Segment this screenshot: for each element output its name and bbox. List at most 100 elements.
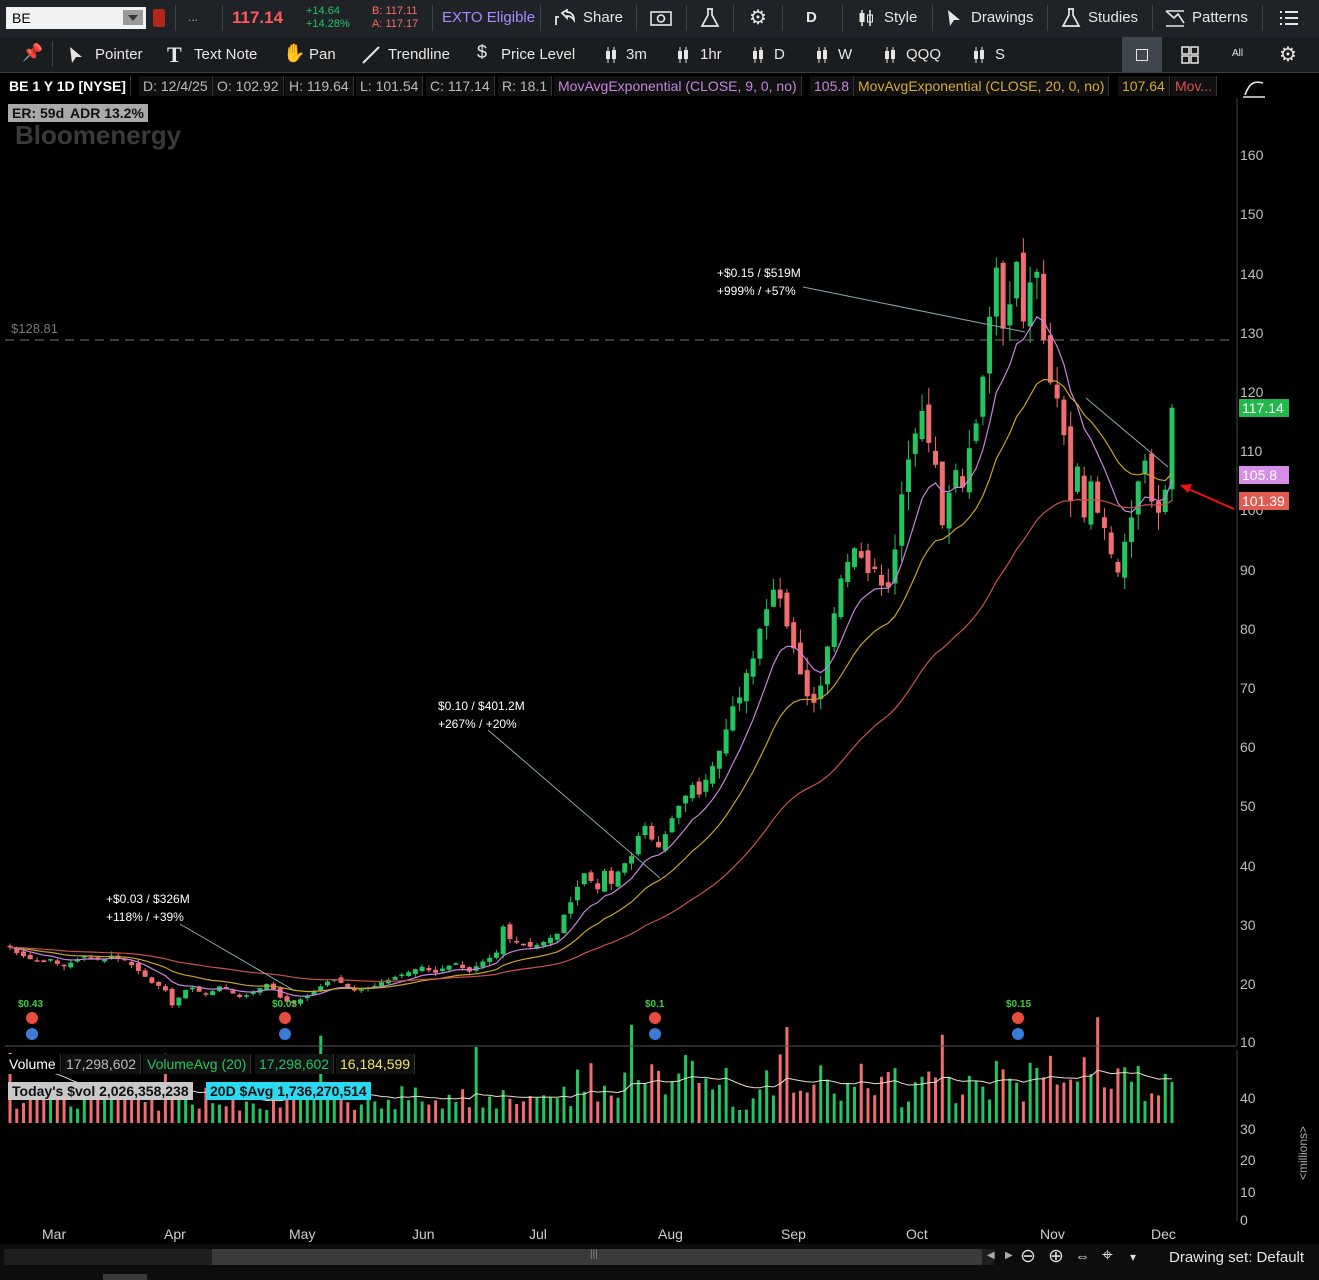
scrollbar-thumb[interactable] — [212, 1249, 982, 1265]
chart-settings-gear-icon[interactable]: ⚙ — [1279, 44, 1297, 66]
volume-bar — [103, 1092, 107, 1123]
candle-body — [953, 470, 959, 488]
text-note-tool[interactable]: Text Note — [194, 46, 258, 63]
earnings-note-3[interactable]: +$0.15 / $519M +999% / +57% — [717, 264, 801, 300]
share-icon[interactable] — [554, 9, 576, 27]
chevron-down-icon[interactable] — [123, 10, 143, 25]
candle-style-icon[interactable] — [857, 9, 875, 27]
share-button[interactable]: Share — [583, 9, 624, 26]
timeframe-d[interactable]: D — [774, 46, 785, 63]
candle-body — [156, 981, 162, 986]
drawing-set-label[interactable]: Drawing set: Default — [1169, 1249, 1305, 1266]
candle-body — [906, 459, 912, 492]
studies-menu[interactable]: Studies — [1088, 9, 1139, 26]
grid-layout-icon[interactable] — [1181, 46, 1199, 64]
candle-body — [568, 902, 574, 914]
candle-body — [1027, 282, 1033, 327]
crosshair-icon[interactable]: ⌖ — [1102, 1245, 1113, 1266]
divider — [432, 5, 433, 31]
timeframe-w[interactable]: W — [838, 46, 853, 63]
period-selector[interactable]: D — [806, 9, 817, 26]
volume-bar — [434, 1100, 438, 1123]
symbol-input[interactable]: BE — [6, 7, 146, 29]
dividend-info-icon[interactable] — [649, 1028, 661, 1040]
scroll-right-icon[interactable]: ▶ — [1005, 1250, 1013, 1261]
exto-eligible-badge[interactable]: EXTO Eligible — [442, 9, 536, 26]
earnings-call-icon[interactable] — [1012, 1012, 1024, 1024]
candle-body — [797, 642, 803, 675]
candle-body — [352, 988, 358, 991]
bottom-tab-handle[interactable] — [103, 1274, 147, 1280]
volume-bar — [393, 1109, 397, 1123]
pointer-icon[interactable] — [68, 45, 84, 65]
price-axis-scale-icon[interactable] — [1242, 79, 1266, 99]
volume-bar — [299, 1089, 302, 1123]
earnings-note-2[interactable]: $0.10 / $401.2M +267% / +20% — [438, 697, 525, 733]
timeframe-3m[interactable]: 3m — [626, 46, 647, 63]
snapshot-icon[interactable] — [650, 9, 672, 27]
drawing-toolbar: 📌 Pointer T Text Note ✋ Pan Trendline $ … — [0, 37, 1319, 73]
price-level-icon[interactable]: $ — [477, 42, 488, 62]
earnings-call-icon[interactable] — [279, 1012, 291, 1024]
pointer-tool[interactable]: Pointer — [95, 46, 143, 63]
drawing-set-dropdown-icon[interactable]: ▾ — [1130, 1250, 1137, 1264]
earnings-call-icon[interactable] — [649, 1012, 661, 1024]
candle-body — [1155, 501, 1161, 513]
candle-body — [21, 951, 27, 957]
month-label: Mar — [42, 1226, 67, 1242]
volume-bar — [265, 1110, 269, 1123]
candle-body — [34, 960, 40, 962]
studies-flask-icon[interactable] — [1061, 7, 1081, 29]
timeframe-1hr[interactable]: 1hr — [700, 46, 722, 63]
patterns-icon[interactable] — [1164, 8, 1186, 28]
volume-bar — [184, 1091, 188, 1123]
candle-body — [298, 999, 303, 1004]
ohlc-range: R: 18.1 — [498, 76, 553, 96]
text-note-icon[interactable]: T — [167, 42, 182, 67]
more-studies-label[interactable]: Mov... — [1171, 76, 1218, 96]
candle-body — [243, 995, 249, 997]
style-menu[interactable]: Style — [884, 9, 918, 26]
pan-hand-icon[interactable]: ✋ — [283, 43, 306, 63]
drawings-menu[interactable]: Drawings — [971, 9, 1034, 26]
pin-icon[interactable]: 📌 — [22, 43, 44, 62]
candle-icon-d — [753, 47, 763, 63]
zoom-in-icon[interactable]: ⊕ — [1048, 1246, 1064, 1267]
scroll-left-icon[interactable]: ◀ — [987, 1250, 995, 1261]
volume-bar — [562, 1086, 566, 1123]
price-level-tool[interactable]: Price Level — [501, 46, 576, 63]
ema9-study-label[interactable]: MovAvgExponential (CLOSE, 9, 0, no) — [554, 76, 802, 96]
list-menu-icon[interactable] — [1279, 9, 1299, 27]
candle-body — [960, 476, 966, 488]
volume-bar — [994, 1060, 998, 1123]
compare-s[interactable]: S — [995, 46, 1006, 63]
ema20-study-label[interactable]: MovAvgExponential (CLOSE, 20, 0, no) — [854, 76, 1110, 96]
patterns-menu[interactable]: Patterns — [1192, 9, 1248, 26]
all-timeframes-button[interactable]: All — [1232, 48, 1244, 59]
zoom-out-icon[interactable]: ⊖ — [1020, 1246, 1036, 1267]
manual-trendline[interactable] — [1085, 397, 1169, 468]
volume-bar — [271, 1096, 275, 1123]
compare-qqq[interactable]: QQQ — [906, 46, 942, 63]
trendline-tool[interactable]: Trendline — [388, 46, 450, 63]
flask-icon[interactable] — [700, 7, 720, 29]
volume-bar — [792, 1092, 796, 1123]
single-layout-button[interactable] — [1122, 37, 1162, 72]
cursor-arrow-icon[interactable] — [946, 8, 962, 28]
volume-label[interactable]: Volume — [5, 1054, 61, 1074]
price-chart[interactable] — [0, 98, 1319, 1280]
dividend-info-icon[interactable] — [26, 1028, 38, 1040]
dividend-info-icon[interactable] — [1012, 1028, 1024, 1040]
more-dots[interactable]: ... — [188, 10, 199, 24]
settings-gear-icon[interactable]: ⚙ — [749, 7, 767, 29]
link-group-icon[interactable] — [153, 9, 165, 27]
candles-group — [7, 238, 1175, 1008]
trendline-icon[interactable] — [361, 45, 381, 65]
dividend-info-icon[interactable] — [279, 1028, 291, 1040]
earnings-call-icon[interactable] — [26, 1012, 38, 1024]
earnings-note-1[interactable]: +$0.03 / $326M +118% / +39% — [106, 890, 190, 926]
pan-tool[interactable]: Pan — [309, 46, 336, 63]
fit-width-icon[interactable]: ⇔ — [1075, 1248, 1090, 1265]
volume-avg-label[interactable]: VolumeAvg (20) — [143, 1054, 252, 1074]
candle-body — [500, 926, 506, 955]
